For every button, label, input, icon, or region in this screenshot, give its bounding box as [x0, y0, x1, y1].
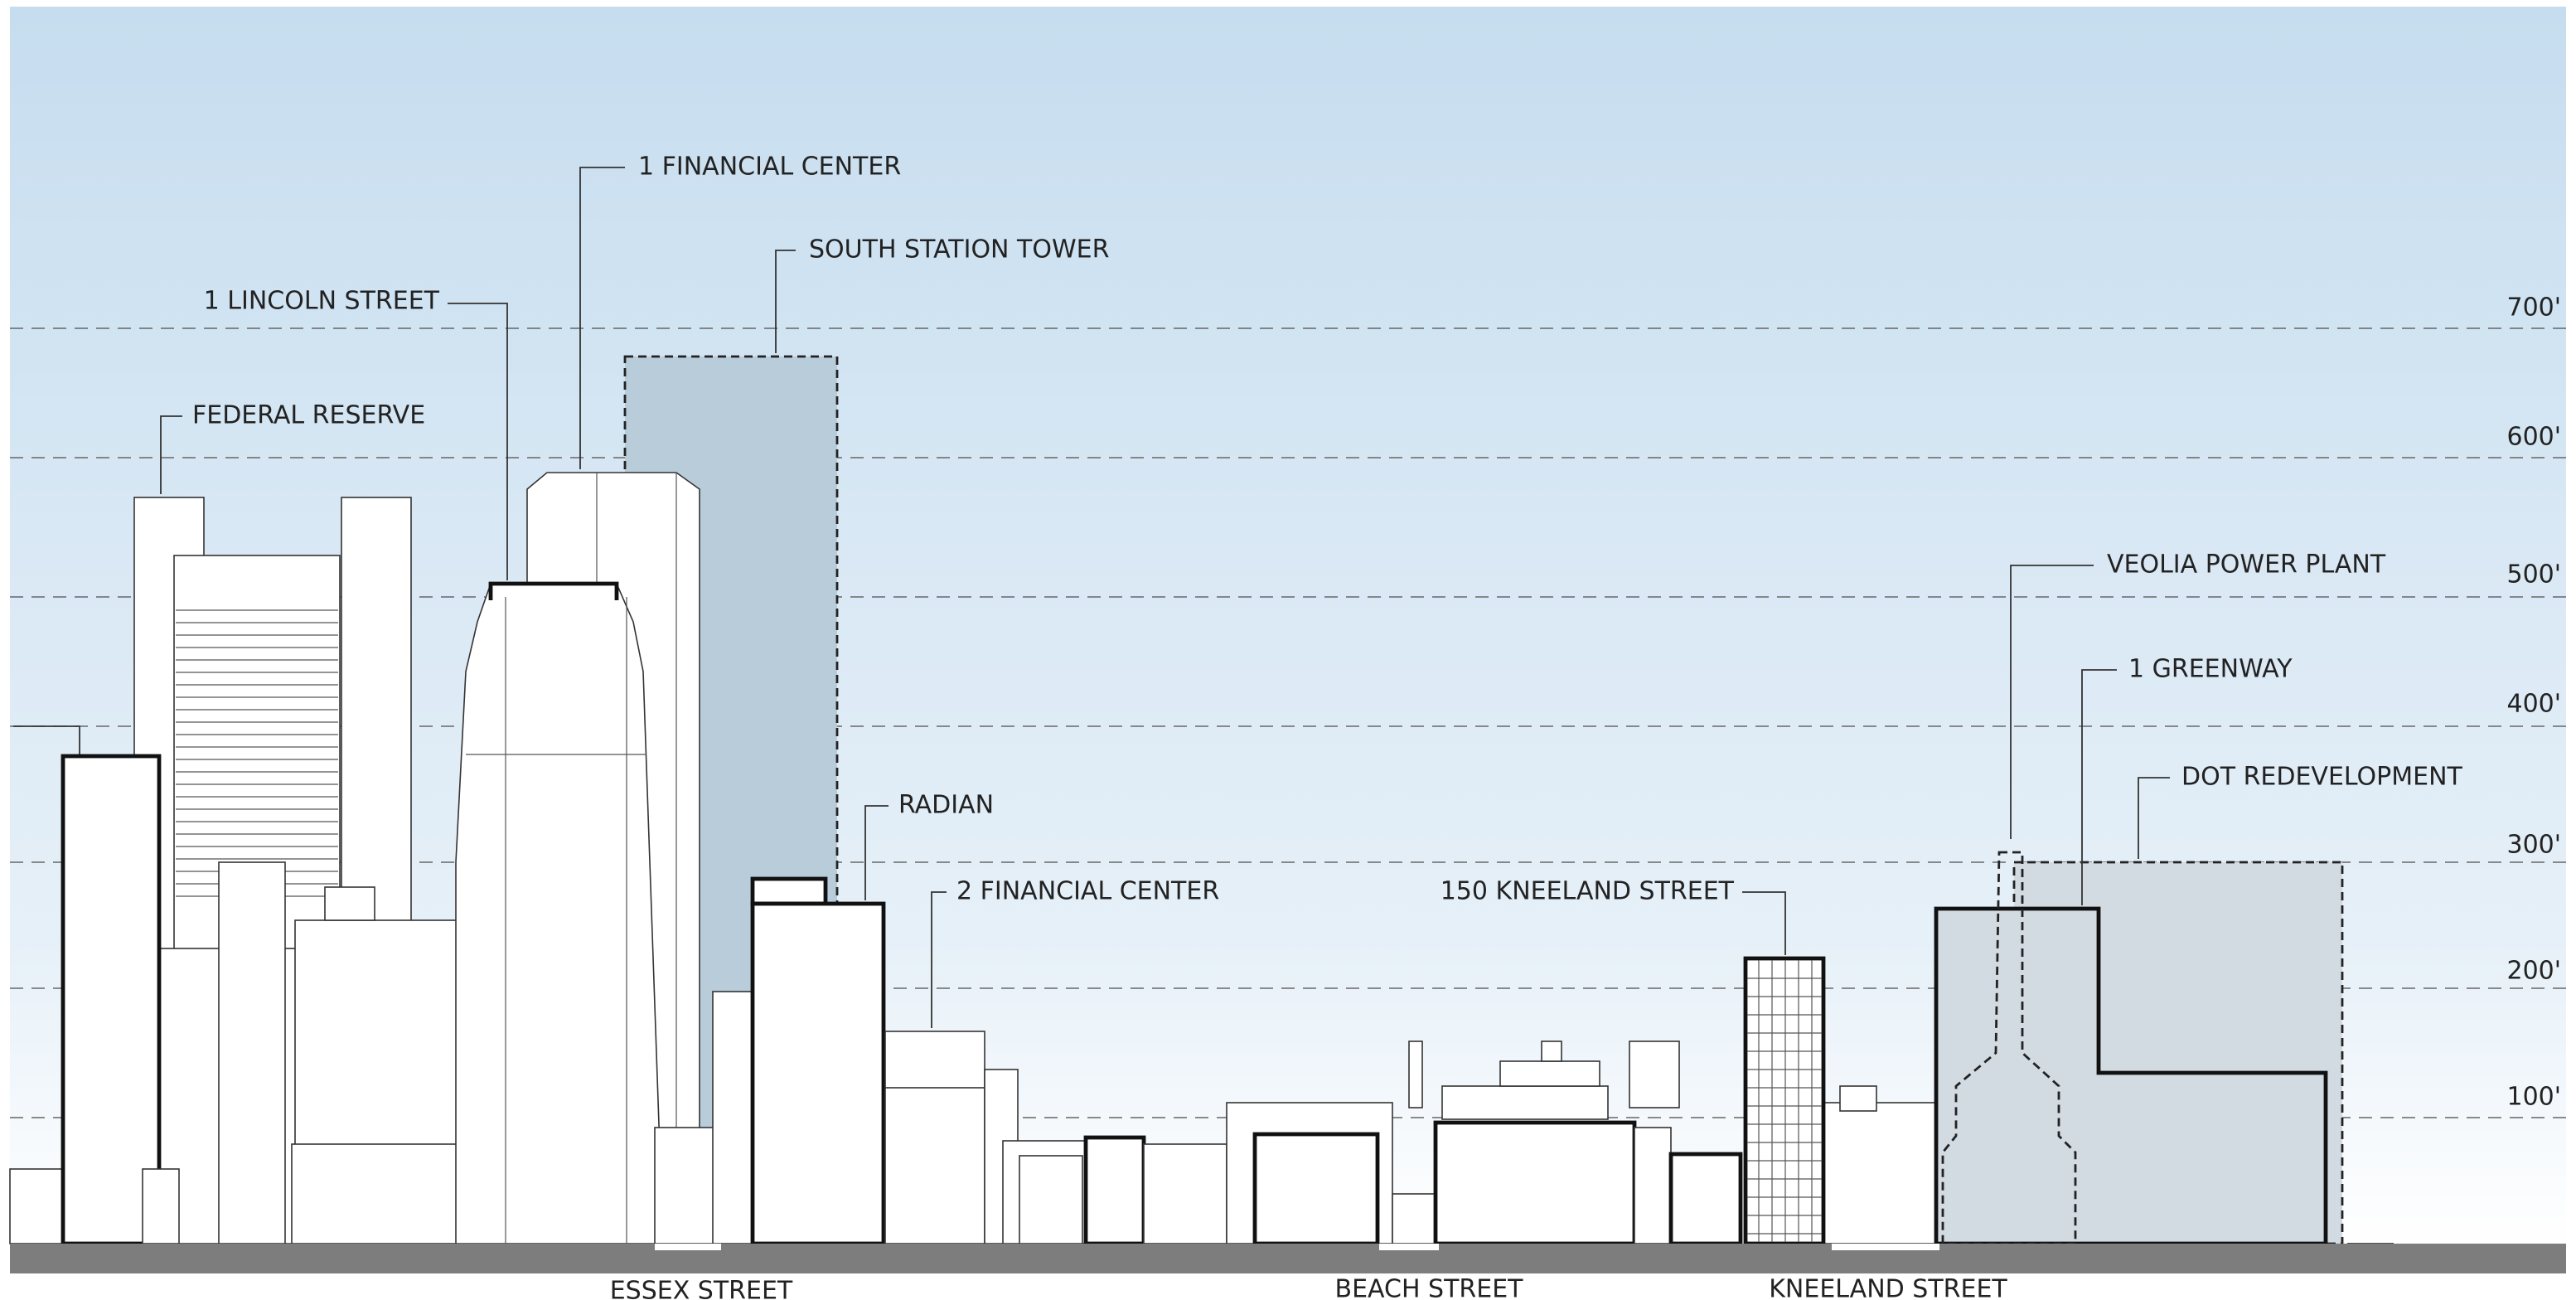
street-label: ESSEX STREET: [610, 1277, 793, 1300]
street-label: KNEELAND STREET: [1769, 1275, 2007, 1300]
building-part: [1019, 1156, 1082, 1244]
height-label: 200': [2506, 957, 2561, 986]
building-part: [1409, 1041, 1422, 1108]
building-part: [1634, 1128, 1671, 1244]
building-part: [325, 887, 375, 920]
ground: [10, 1244, 2566, 1273]
building-part: [1379, 1244, 1439, 1250]
building-part: [1629, 1041, 1679, 1108]
building-label: FEDERAL RESERVE: [192, 401, 425, 430]
building-part: [1840, 1086, 1876, 1111]
building-part: [219, 862, 285, 1244]
elevation-diagram: 1 FINANCIAL CENTER SOUTH STATION TOWER 1…: [0, 0, 2576, 1300]
building-label: 150 KNEELAND STREET: [1441, 877, 1735, 906]
building: [713, 992, 754, 1244]
building: [143, 1169, 179, 1244]
building-part: [1671, 1154, 1741, 1244]
height-label: 100': [2506, 1083, 2561, 1112]
height-label: 700': [2506, 293, 2561, 323]
height-label: 600': [2506, 423, 2561, 452]
building-label: VEOLIA POWER PLANT: [2107, 551, 2386, 580]
building-label: SOUTH STATION TOWER: [809, 235, 1109, 264]
building-label: RADIAN: [898, 791, 994, 820]
building: [292, 1144, 482, 1244]
building-label: 1 FINANCIAL CENTER: [638, 153, 901, 182]
building-label: 1 GREENWAY: [2128, 655, 2293, 684]
building-part: [1255, 1134, 1378, 1244]
page: 1 FINANCIAL CENTER SOUTH STATION TOWER 1…: [0, 0, 2576, 1300]
height-label: 500': [2506, 560, 2561, 589]
building-part: [655, 1244, 721, 1250]
building-part: [885, 1088, 985, 1244]
building-part: [1442, 1086, 1608, 1119]
building-part: [1542, 1041, 1562, 1061]
building-part: [1144, 1144, 1227, 1244]
building-label: 2 FINANCIAL CENTER: [956, 877, 1219, 906]
height-label: 400': [2506, 690, 2561, 719]
height-label: 300': [2506, 831, 2561, 860]
one-lincoln-street: [456, 584, 663, 1244]
building-part: [1436, 1123, 1634, 1244]
building-part: [1500, 1061, 1600, 1086]
building-part: [1392, 1194, 1439, 1244]
building-part: [1823, 1103, 1936, 1244]
building-part: [1832, 1244, 1939, 1250]
building-crown: [491, 584, 617, 600]
building-label: DOT REDEVELOPMENT: [2181, 763, 2463, 792]
building-label: 1 LINCOLN STREET: [204, 287, 440, 316]
building-part: [1086, 1138, 1144, 1244]
radian-top: [753, 879, 826, 904]
federal-reserve: [134, 497, 458, 1244]
radian: [753, 904, 884, 1244]
street-label: BEACH STREET: [1334, 1275, 1523, 1300]
